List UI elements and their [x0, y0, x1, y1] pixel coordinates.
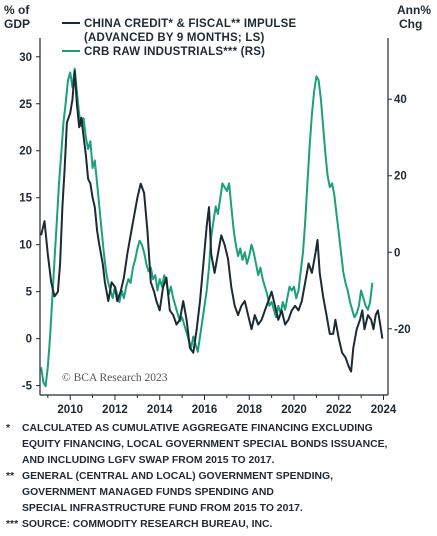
- footnote-3-marker: ***: [6, 519, 19, 530]
- footnote-2-line-2: GOVERNMENT MANAGED FUNDS SPENDING AND: [22, 487, 274, 498]
- footnotes: * CALCULATED AS CUMULATIVE AGGREGATE FINA…: [6, 421, 431, 533]
- x-tick-label: 2012: [102, 404, 128, 416]
- x-tick-label: 2018: [236, 404, 262, 416]
- legend-label-crb: CRB RAW INDUSTRIALS*** (RS): [84, 46, 265, 58]
- left-axis-label-line-1: % of: [4, 3, 30, 17]
- footnote-1-line-1: * CALCULATED AS CUMULATIVE AGGREGATE FINA…: [6, 421, 431, 437]
- left-tick-label: -5: [22, 381, 33, 393]
- left-axis-label-line-2: GDP: [4, 17, 30, 31]
- left-tick-label: 20: [19, 146, 32, 158]
- left-tick-label: 25: [19, 99, 32, 111]
- legend-label-china-impulse-line-2: (ADVANCED BY 9 MONTHS; LS): [84, 32, 264, 44]
- x-tick-labels: 2010 2012 2014 2016 2018 2020 2022 2024: [47, 395, 397, 416]
- series-line-crb: [40, 67, 374, 388]
- footnote-1-line-2: EQUITY FINANCING, LOCAL GOVERNMENT SPECI…: [22, 439, 388, 450]
- right-tick-label: -20: [394, 324, 411, 336]
- left-tick-labels: 30 25 20 15 10 5 0 -5: [19, 52, 40, 393]
- right-tick-label: 40: [394, 94, 407, 106]
- footnote-3-text-1: SOURCE: COMMODITY RESEARCH BUREAU, INC.: [22, 519, 273, 530]
- right-tick-labels: 40 20 0 -20: [388, 94, 411, 336]
- footnote-2-line-3: SPECIAL INFRASTRUCTURE FUND FROM 2015 TO…: [22, 503, 303, 514]
- footnote-1-marker: *: [6, 423, 11, 434]
- legend-label-china-impulse-line-1: CHINA CREDIT* & FISCAL** IMPULSE: [84, 18, 296, 30]
- footnote-1-line-3: AND INCLUDING LGFV SWAP FROM 2015 TO 201…: [22, 455, 275, 466]
- right-axis-label: Ann% Chg: [397, 3, 431, 31]
- series-line-china-impulse: [40, 69, 384, 373]
- left-tick-label: 30: [19, 52, 32, 64]
- series-layer: [40, 67, 384, 388]
- left-tick-label: 15: [19, 193, 32, 205]
- chart: % of GDP Ann% Chg 30 25 20 15 10 5 0 -5 40 20 0 -2…: [4, 3, 431, 416]
- x-tick-label: 2010: [57, 404, 83, 416]
- x-tick-label: 2022: [326, 404, 352, 416]
- left-tick-label: 5: [26, 287, 33, 299]
- left-tick-label: 0: [26, 334, 32, 346]
- x-tick-label: 2020: [281, 404, 307, 416]
- footnote-1-text-1: CALCULATED AS CUMULATIVE AGGREGATE FINAN…: [22, 423, 373, 434]
- footnote-2-marker: **: [6, 471, 15, 482]
- right-tick-label: 20: [394, 171, 407, 183]
- x-tick-label: 2024: [371, 404, 397, 416]
- right-tick-label: 0: [394, 247, 400, 259]
- watermark: © BCA Research 2023: [62, 372, 168, 384]
- x-tick-label: 2016: [192, 404, 218, 416]
- x-tick-label: 2014: [147, 404, 173, 416]
- footnote-2-text-1: GENERAL (CENTRAL AND LOCAL) GOVERNMENT S…: [22, 471, 333, 482]
- footnote-3-line-1: *** SOURCE: COMMODITY RESEARCH BUREAU, IN…: [6, 517, 431, 533]
- right-axis-label-line-2: Chg: [399, 17, 422, 31]
- left-axis-label: % of GDP: [4, 3, 30, 31]
- footnote-2-line-1: ** GENERAL (CENTRAL AND LOCAL) GOVERNMENT…: [6, 469, 431, 485]
- legend: CHINA CREDIT* & FISCAL** IMPULSE (ADVANC…: [62, 18, 296, 58]
- right-axis-label-line-1: Ann%: [397, 3, 431, 17]
- left-tick-label: 10: [19, 240, 32, 252]
